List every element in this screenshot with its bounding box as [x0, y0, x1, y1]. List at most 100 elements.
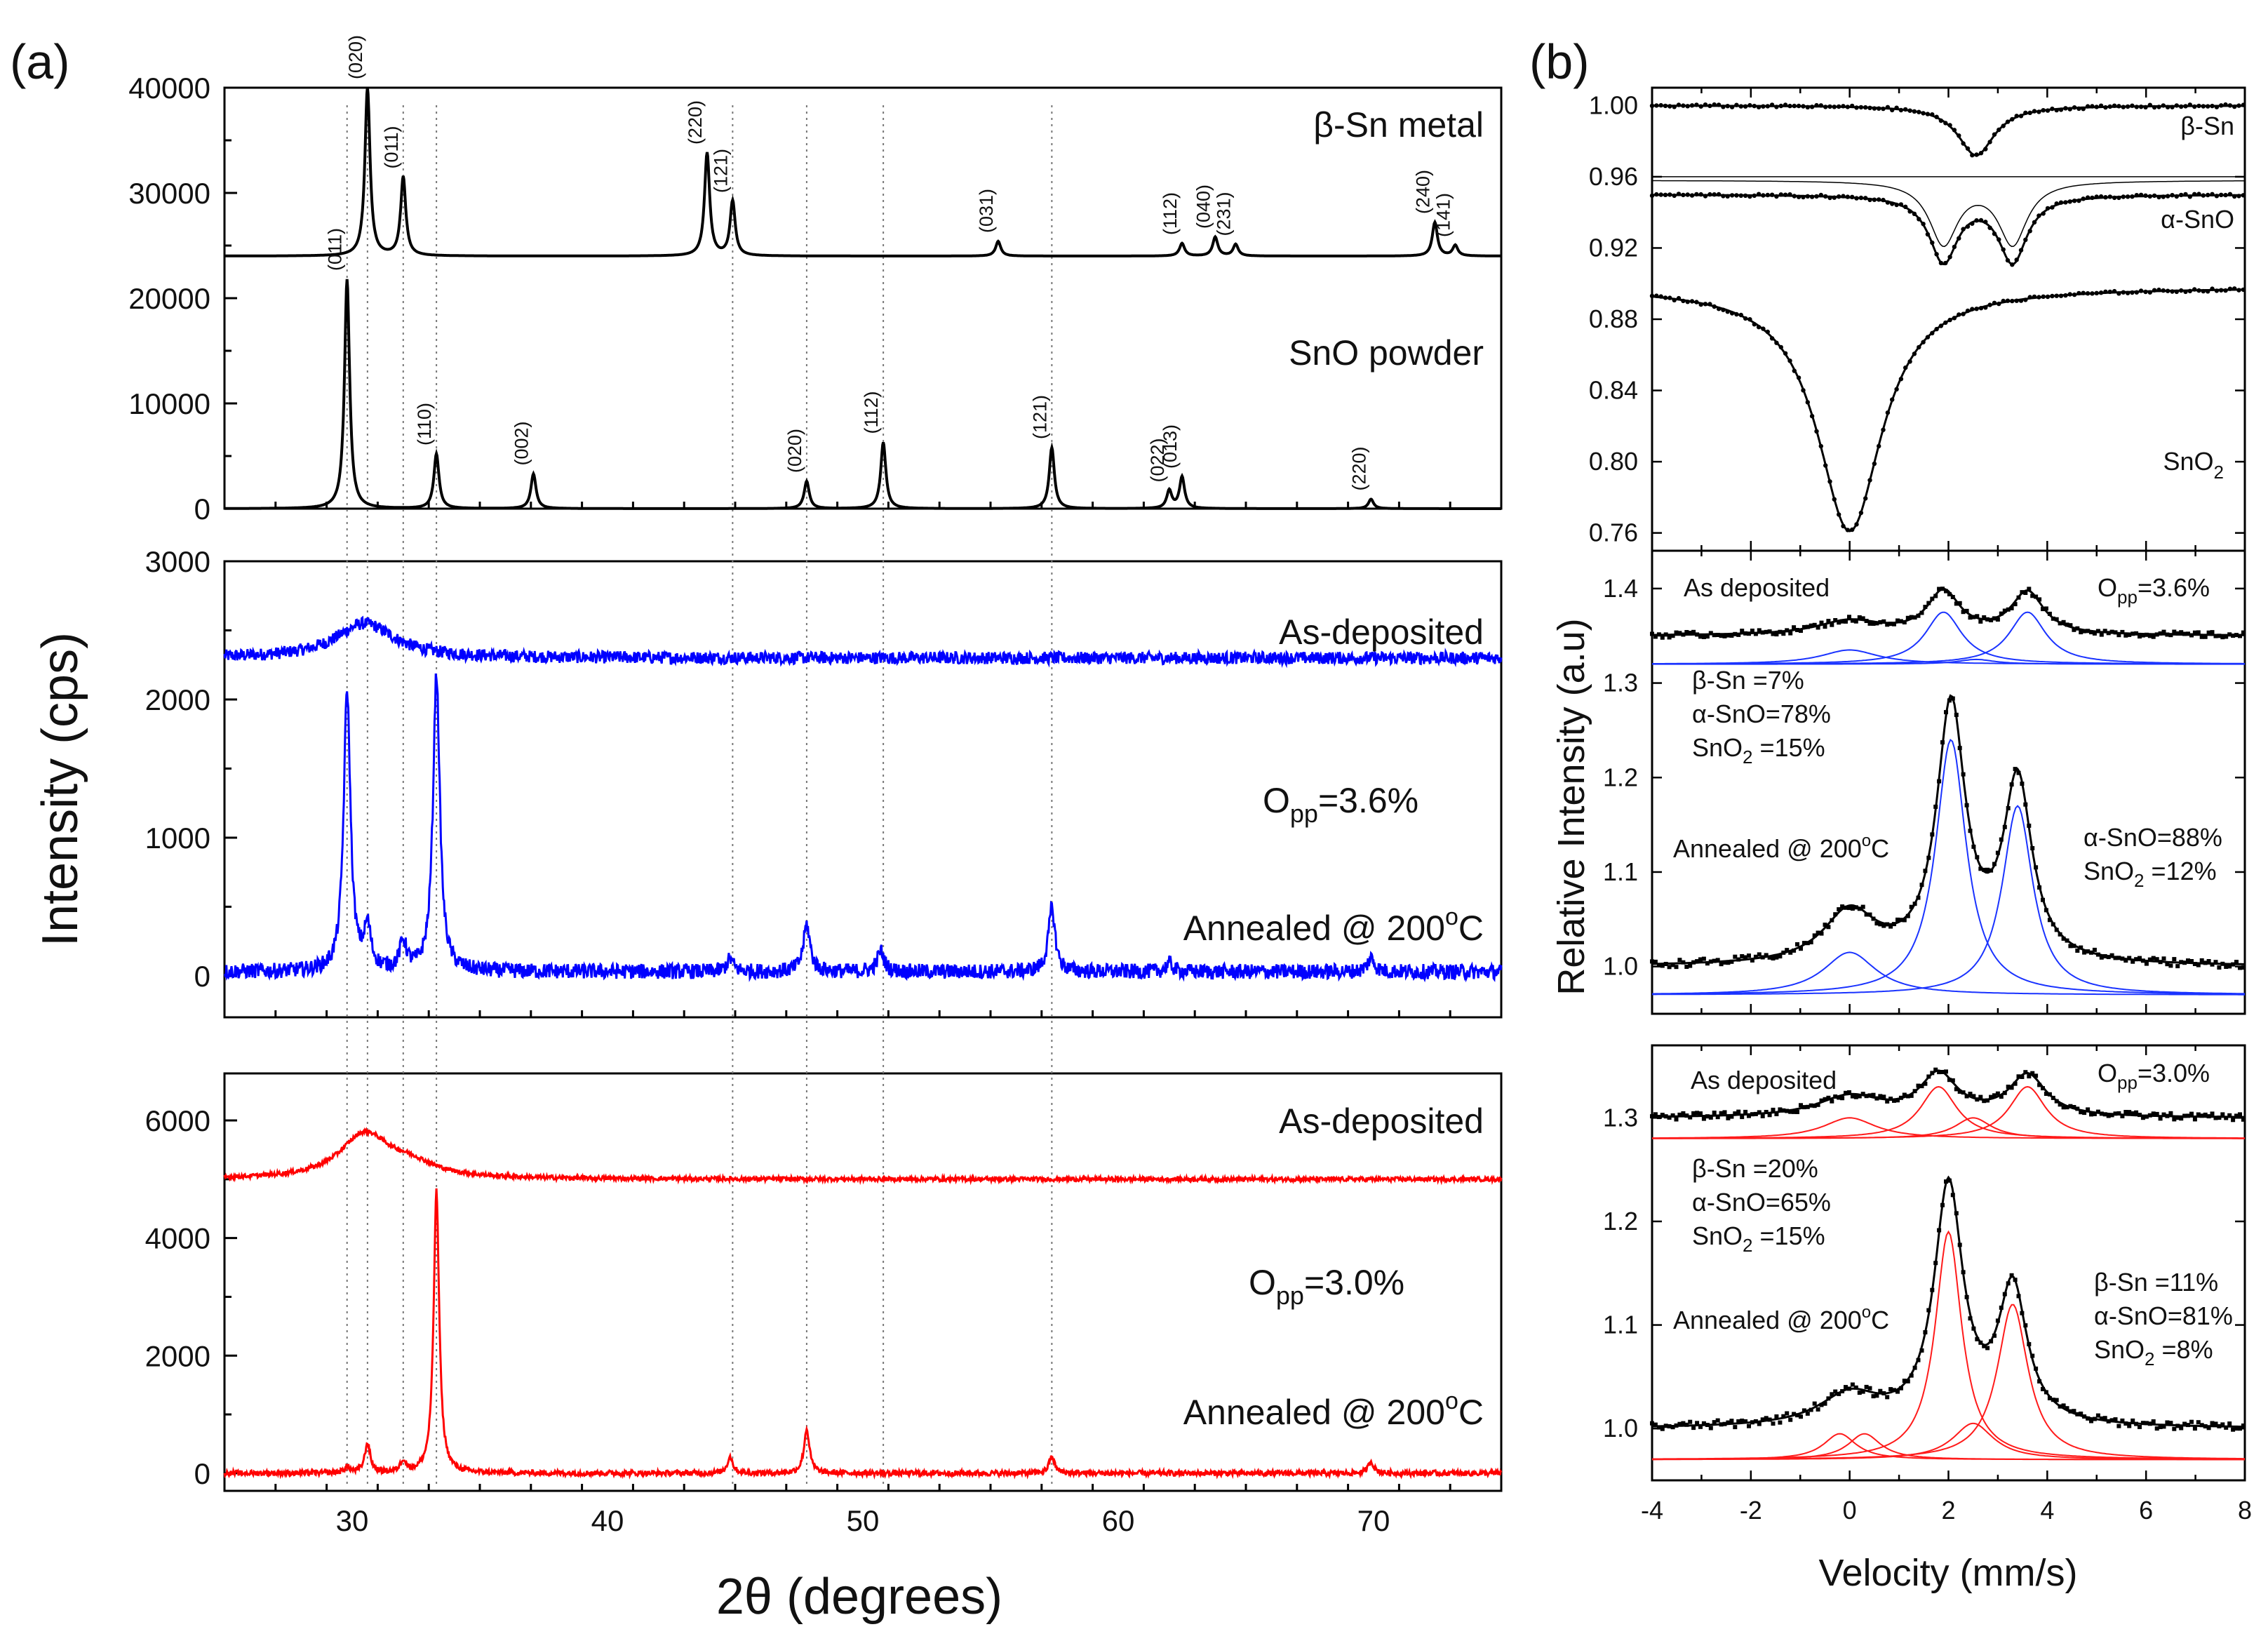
- a-hkl-label: (220): [685, 100, 706, 145]
- b1-point-0: [1903, 107, 1908, 112]
- b2-point-0: [2072, 627, 2076, 632]
- b1-point-1: [2179, 192, 2184, 198]
- b-ytick-label: 0.92: [1589, 233, 1638, 262]
- b2-point-1: [2072, 944, 2076, 949]
- b2-point-1: [1989, 868, 1994, 873]
- b3-point-0: [1795, 1110, 1799, 1114]
- sub-2: 2: [1743, 1235, 1752, 1256]
- b3-point-0: [1867, 1093, 1872, 1098]
- b2-point-1: [1916, 895, 1921, 900]
- opp-sub: pp: [1290, 799, 1318, 828]
- b2-point-1: [2106, 955, 2111, 960]
- b1-point-1: [2214, 194, 2220, 199]
- b3-point-0: [1684, 1113, 1689, 1118]
- a-hkl-label: (011): [325, 228, 346, 271]
- b1-point-1: [1752, 193, 1757, 199]
- b2-point-0: [1771, 631, 1776, 636]
- b2-point-0: [1985, 617, 1990, 622]
- b2-point-0: [1823, 624, 1827, 629]
- b1-point-0: [1814, 102, 1819, 108]
- b1-point-2: [1818, 443, 1823, 449]
- b3-point-1: [2109, 1418, 2114, 1423]
- b2-point-1: [1919, 883, 1924, 888]
- b3-point-1: [2203, 1424, 2208, 1428]
- b1-point-0: [2138, 105, 2144, 109]
- b3-point-1: [1760, 1417, 1765, 1422]
- b1-point-1: [1676, 192, 1682, 196]
- b1-point-1: [2134, 193, 2139, 198]
- b-ytick-label: 1.0: [1603, 952, 1638, 981]
- b2-point-1: [1957, 746, 1962, 751]
- b-ytick-label: 1.4: [1603, 574, 1638, 603]
- b3-point-1: [1650, 1421, 1654, 1426]
- b1-point-1: [1845, 194, 1850, 199]
- b2-point-0: [2095, 629, 2100, 634]
- b-xtick-label: 4: [2040, 1496, 2054, 1525]
- b1-point-2: [2236, 288, 2241, 293]
- b1-point-0: [1885, 105, 1891, 109]
- b3-point-1: [1677, 1421, 1682, 1426]
- b1-point-2: [1863, 496, 1868, 501]
- b1-point-1: [1903, 204, 1908, 209]
- b1-point-2: [1943, 320, 1948, 326]
- b1-point-1: [1872, 197, 1877, 202]
- b2-point-1: [1764, 953, 1769, 958]
- b3-point-1: [1926, 1308, 1931, 1313]
- b1-point-2: [1681, 298, 1686, 304]
- b2-point-0: [1905, 615, 1910, 620]
- b3-point-1: [1809, 1407, 1813, 1412]
- b3-point-0: [2172, 1117, 2177, 1122]
- b2-point-0: [1764, 629, 1769, 634]
- b3-component-1-4: [1652, 1422, 2246, 1461]
- b2-point-0: [1826, 619, 1831, 624]
- b1-point-1: [1729, 193, 1735, 198]
- a-ytick-label: 1000: [145, 822, 210, 855]
- b1-point-2: [2201, 288, 2206, 294]
- b1-point-2: [1845, 528, 1850, 533]
- b1-point-0: [2187, 102, 2192, 107]
- b3-point-1: [2151, 1419, 2156, 1424]
- b2-point-1: [1715, 958, 1720, 963]
- b3-point-1: [2210, 1421, 2215, 1426]
- b-xtick-label: 0: [1843, 1496, 1857, 1525]
- b2-point-0: [1760, 630, 1765, 635]
- a-hkl-label: (011): [381, 126, 402, 168]
- a-hkl-label: (240): [1412, 170, 1433, 214]
- b3-point-1: [1923, 1330, 1928, 1334]
- b3-point-1: [1771, 1421, 1776, 1426]
- b1-point-1: [1801, 194, 1806, 200]
- b3-point-0: [1968, 1092, 1973, 1097]
- b3-point-0: [1985, 1098, 1990, 1103]
- b1-point-0: [1778, 103, 1783, 109]
- b2-point-0: [2079, 630, 2084, 635]
- b2-point-1: [2227, 964, 2232, 969]
- b3-point-1: [1860, 1389, 1865, 1394]
- b2-point-0: [2238, 634, 2242, 638]
- b1-point-1: [1761, 193, 1766, 198]
- b3-point-0: [2092, 1111, 2097, 1116]
- b2-t1: β-Sn =7%: [1692, 666, 1804, 695]
- b1-point-0: [1917, 109, 1921, 114]
- b2-point-1: [1830, 918, 1834, 923]
- b1-point-2: [2058, 293, 2064, 298]
- b1-point-1: [2156, 194, 2161, 200]
- b1-point-0: [1965, 146, 1971, 151]
- b1-point-2: [1743, 316, 1748, 321]
- b1-point-1: [1681, 192, 1686, 198]
- panel-a: 30 40 50 60 70010000200003000040000010002000…: [32, 35, 1503, 1625]
- b3-point-1: [1781, 1414, 1786, 1419]
- b3-point-1: [1833, 1389, 1838, 1394]
- b3-point-1: [1681, 1421, 1686, 1426]
- b3-t4: β-Sn =11%: [2094, 1268, 2218, 1297]
- b3-asdep: As deposited: [1691, 1066, 1837, 1094]
- b2-point-1: [1816, 930, 1820, 935]
- b2-point-1: [2037, 885, 2042, 890]
- b3-point-1: [1695, 1421, 1700, 1426]
- b-ytick-label: 0.88: [1589, 304, 1638, 333]
- b1-point-1: [1792, 194, 1797, 199]
- b-ytick-label: 1.3: [1603, 1103, 1638, 1132]
- b1-point-0: [1921, 111, 1926, 116]
- b3-ann: Annealed @ 200oC: [1673, 1303, 1889, 1334]
- b1-point-1: [2001, 247, 2006, 252]
- b3-point-1: [1930, 1287, 1935, 1292]
